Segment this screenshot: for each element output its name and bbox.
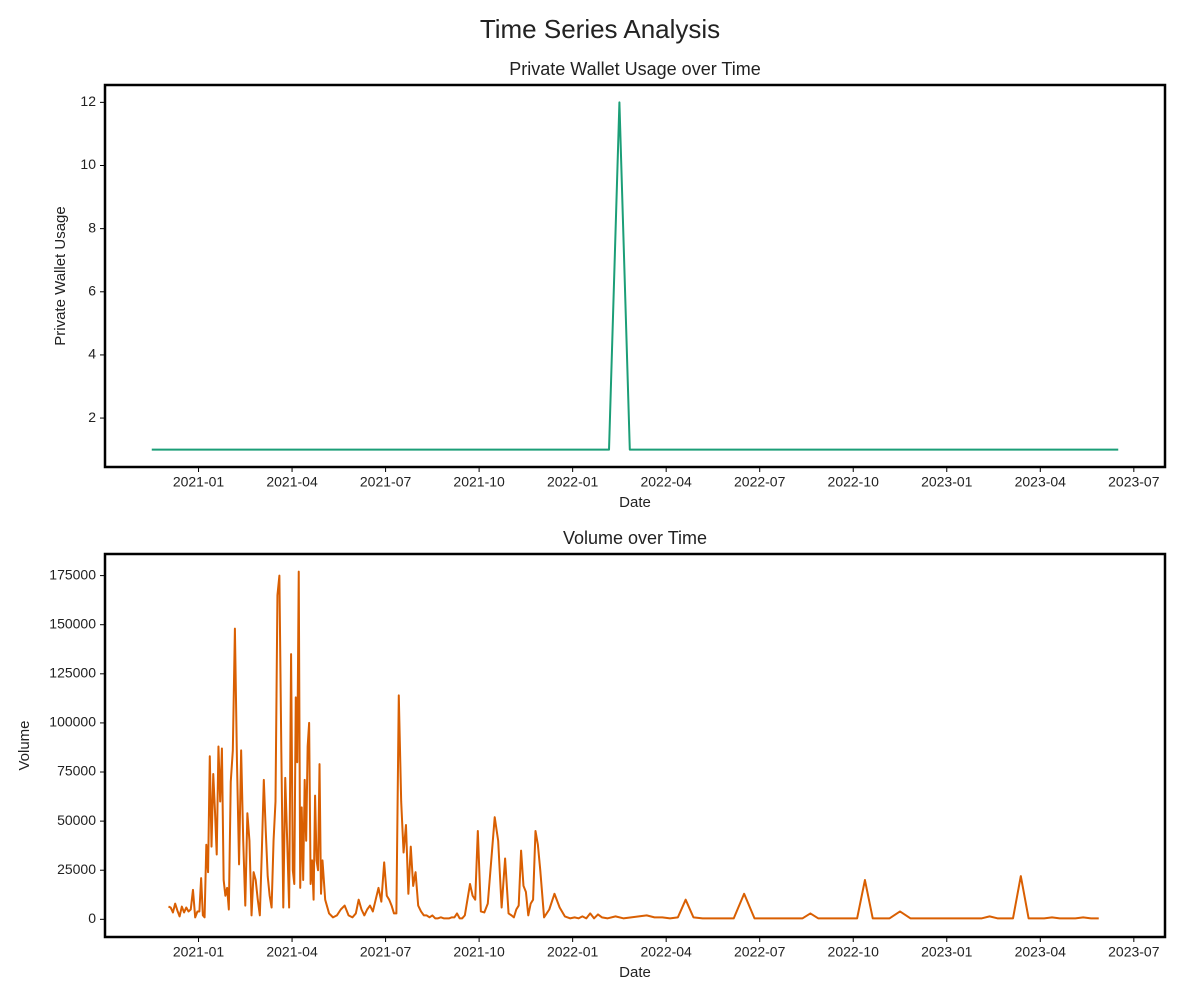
axes-frame <box>103 552 1167 939</box>
y-tick-label: 10 <box>80 156 96 172</box>
x-tick-label: 2022-04 <box>640 944 692 960</box>
y-tick-label: 6 <box>88 282 96 298</box>
y-tick-label: 25000 <box>57 861 96 877</box>
y-tick-label: 4 <box>88 346 96 362</box>
y-tick-label: 175000 <box>49 566 96 582</box>
y-tick-label: 50000 <box>57 812 96 828</box>
x-tick-label: 2021-10 <box>453 474 505 490</box>
x-tick-label: 2022-10 <box>828 474 880 490</box>
x-tick-label: 2022-01 <box>547 474 599 490</box>
x-tick-label: 2023-04 <box>1015 944 1067 960</box>
x-axis-label: Date <box>619 494 651 511</box>
x-tick-label: 2021-07 <box>360 944 412 960</box>
figure-title: Time Series Analysis <box>480 14 720 44</box>
x-tick-label: 2023-04 <box>1015 474 1067 490</box>
x-tick-label: 2021-04 <box>266 944 318 960</box>
y-tick-label: 100000 <box>49 714 96 730</box>
y-tick-label: 75000 <box>57 763 96 779</box>
x-tick-label: 2021-10 <box>453 944 505 960</box>
x-tick-label: 2023-07 <box>1108 474 1160 490</box>
y-tick-label: 125000 <box>49 665 96 681</box>
y-axis-label: Private Wallet Usage <box>52 206 69 346</box>
axes-title: Private Wallet Usage over Time <box>509 59 760 79</box>
x-axis-label: Date <box>619 964 651 981</box>
axes-title: Volume over Time <box>563 528 707 548</box>
y-axis-label: Volume <box>16 720 33 770</box>
x-tick-label: 2021-01 <box>173 944 225 960</box>
x-tick-label: 2022-10 <box>828 944 880 960</box>
x-tick-label: 2023-01 <box>921 474 973 490</box>
y-tick-label: 8 <box>88 219 96 235</box>
x-tick-label: 2021-04 <box>266 474 318 490</box>
y-tick-label: 2 <box>88 409 96 425</box>
y-tick-label: 12 <box>80 93 96 109</box>
x-tick-label: 2022-04 <box>640 474 692 490</box>
x-tick-label: 2022-01 <box>547 944 599 960</box>
x-tick-label: 2022-07 <box>734 474 786 490</box>
y-tick-label: 0 <box>88 910 96 926</box>
x-tick-label: 2023-01 <box>921 944 973 960</box>
line <box>151 101 1119 451</box>
x-tick-label: 2022-07 <box>734 944 786 960</box>
x-tick-label: 2021-07 <box>360 474 412 490</box>
y-tick-label: 150000 <box>49 615 96 631</box>
line <box>168 570 1099 920</box>
x-tick-label: 2021-01 <box>173 474 225 490</box>
x-tick-label: 2023-07 <box>1108 944 1160 960</box>
axes-frame <box>103 83 1167 469</box>
